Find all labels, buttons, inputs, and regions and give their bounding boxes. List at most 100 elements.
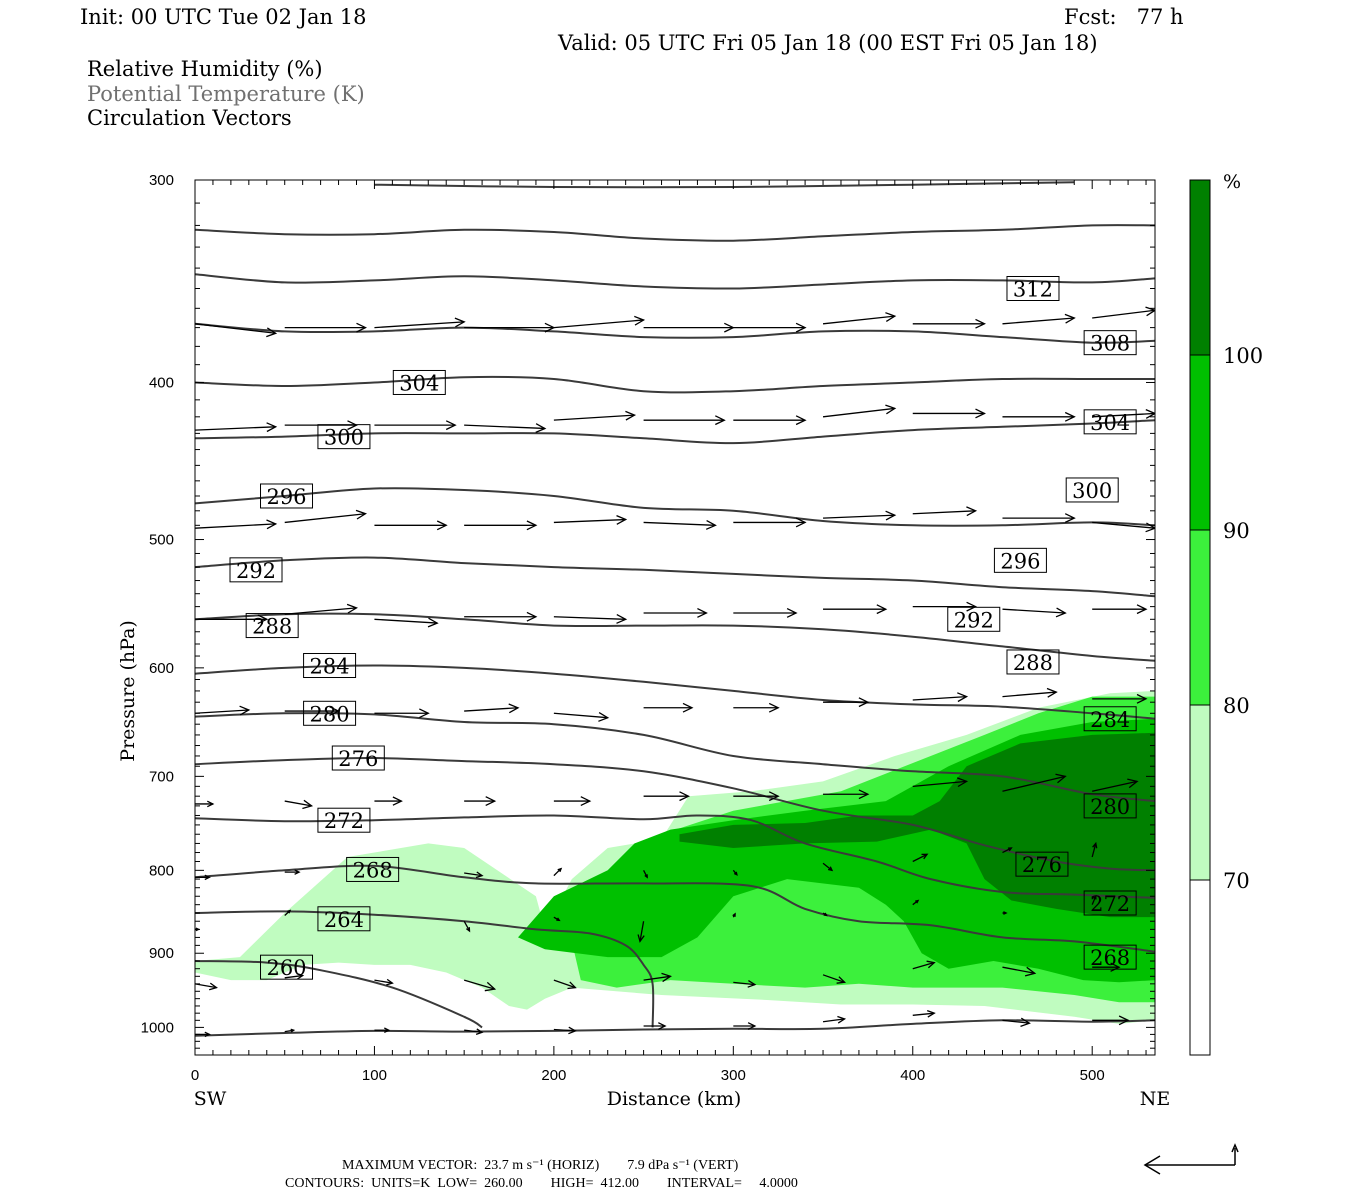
circulation-vector [1092,409,1155,419]
field-theta-title: Potential Temperature (K) [87,82,365,106]
contour-label: 264 [317,906,371,932]
contour-info-note: CONTOURS: UNITS=K LOW= 260.00 HIGH= 412.… [285,1176,798,1191]
theta-contour-320 [374,181,1075,189]
theta-contour-284 [195,664,1155,720]
contour-label: 276 [331,745,385,771]
svg-text:280: 280 [1090,795,1130,819]
circulation-vector [1092,521,1155,533]
circulation-vector [464,611,538,622]
circulation-vector [1002,607,1067,618]
y-tick-label: 800 [149,862,174,879]
circulation-vector [733,608,798,618]
contour-label: 260 [260,954,314,980]
svg-text:276: 276 [338,747,378,771]
circulation-vector [1002,1017,1031,1028]
circulation-vector [284,869,301,875]
circulation-vector [1002,773,1067,792]
circulation-vector [643,520,717,530]
circulation-vector [374,1027,391,1033]
svg-text:264: 264 [324,908,364,932]
init-time: Init: 00 UTC Tue 02 Jan 18 [80,5,367,29]
x-tick-label: 0 [191,1067,199,1084]
x-end-label-sw: SW [194,1088,227,1110]
contour-label: 280 [1083,793,1137,819]
circulation-vector [374,617,439,628]
y-tick-label: 500 [149,532,174,549]
circulation-vector [733,1022,757,1030]
circulation-vector [374,708,430,719]
max-vector-note: MAXIMUM VECTOR: 23.7 m s⁻¹ (HORIZ) 7.9 d… [342,1158,739,1173]
circulation-vector [643,870,648,879]
contour-label: 312 [1006,275,1060,301]
svg-text:272: 272 [1090,892,1130,916]
circulation-vector [643,415,726,426]
circulation-vector [374,520,448,531]
theta-contour-288 [195,612,1155,662]
circulation-vector [464,796,497,806]
circulation-vector [464,1028,484,1036]
circulation-vector [1002,847,1013,854]
svg-text:260: 260 [266,956,306,980]
x-tick-label: 500 [1080,1067,1105,1084]
circulation-vector [195,705,251,716]
circulation-vector [195,422,278,433]
svg-text:308: 308 [1090,332,1130,356]
circulation-vector [1002,513,1076,523]
contour-label: 304 [392,369,446,395]
circulation-vector [643,322,735,333]
forecast-hour: Fcst: 77 h [1064,5,1184,29]
circulation-vector [1092,306,1155,319]
svg-text:300: 300 [324,426,364,450]
circulation-vector [195,614,269,625]
colorbar-label: 80 [1223,694,1250,718]
svg-text:296: 296 [1000,549,1040,573]
svg-text:288: 288 [252,615,292,639]
circulation-vector [553,515,628,525]
circulation-vector [464,703,520,714]
circulation-vector [822,974,847,984]
circulation-vector [732,912,736,918]
svg-text:268: 268 [1090,946,1130,970]
circulation-vector [1091,841,1098,858]
circulation-vector [912,853,929,863]
circulation-vector [374,317,466,329]
circulation-vector [733,415,807,426]
x-tick-label: 200 [541,1067,566,1084]
circulation-vector [732,869,738,876]
contour-label: 272 [317,807,371,833]
x-end-label-ne: NE [1140,1088,1171,1110]
x-tick-label: 100 [362,1067,387,1084]
contour-label: 300 [1065,477,1119,503]
theta-contour-308 [195,322,1155,344]
circulation-vector [374,420,457,431]
contour-label: 288 [1006,649,1060,675]
circulation-vector [912,408,986,419]
circulation-vector [284,799,314,810]
valid-time: Valid: 05 UTC Fri 05 Jan 18 (00 EST Fri … [558,31,1098,55]
colorbar-label: 90 [1223,519,1250,543]
field-rh-title: Relative Humidity (%) [87,57,323,81]
circulation-vector [733,517,807,528]
contour-label: 308 [1083,330,1137,356]
circulation-vector [464,871,484,879]
circulation-vector [195,519,278,530]
theta-contour-272 [195,814,1155,899]
circulation-vector [912,601,978,612]
circulation-vector [1092,1015,1130,1026]
reference-vector-icon [1143,1143,1239,1175]
circulation-vector [643,702,694,713]
circulation-vector [822,404,897,418]
circulation-vector [912,692,969,703]
contour-label: 280 [303,700,357,726]
theta-contour-292 [195,556,1155,598]
contour-label: 284 [1083,706,1137,732]
contour-label: 284 [303,653,357,679]
circulation-vector [553,1026,577,1035]
y-tick-label: 600 [149,660,174,677]
svg-text:268: 268 [353,858,393,882]
x-axis-label: Distance (km) [607,1088,742,1110]
circulation-vector [733,791,780,802]
theta-contour-268 [195,864,1155,953]
circulation-vector [823,789,870,800]
circulation-vector [284,972,305,980]
